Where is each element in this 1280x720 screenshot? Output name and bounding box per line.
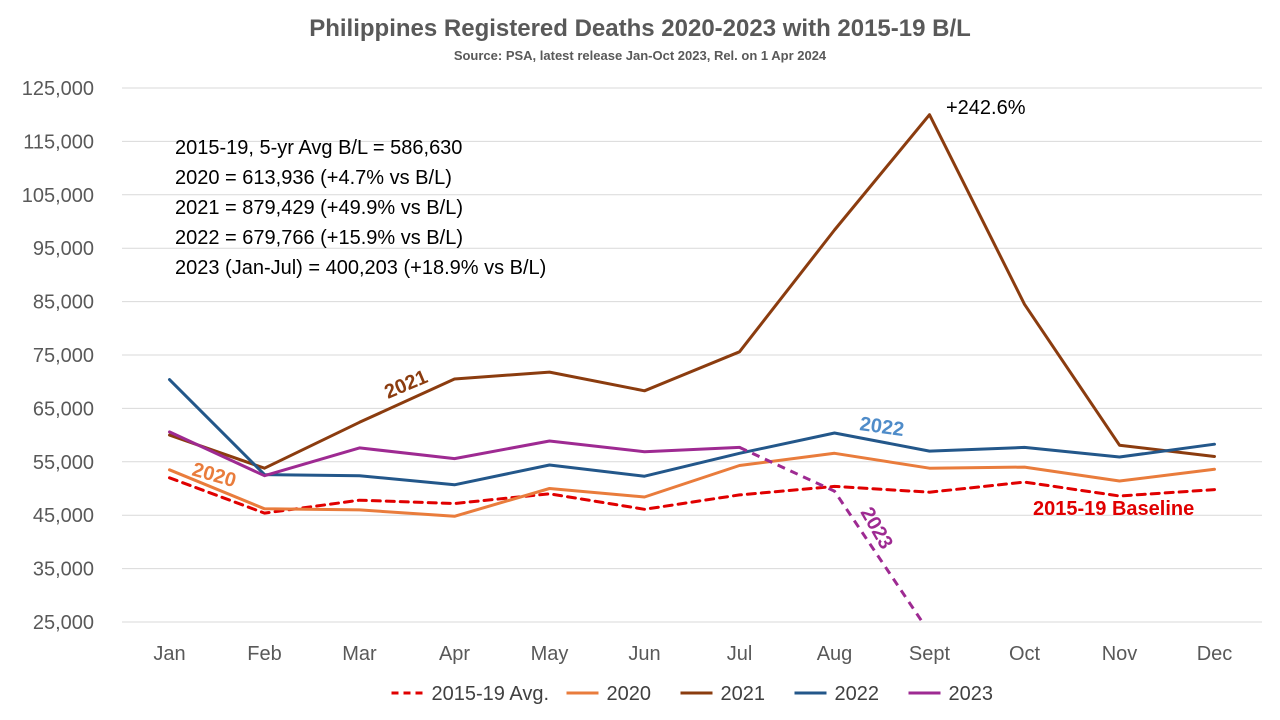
- stats-line-2: 2020 = 613,936 (+4.7% vs B/L): [175, 167, 452, 189]
- series-line-2023-dashed: [738, 446, 925, 622]
- peak-label: +242.6%: [946, 97, 1026, 119]
- x-tick-label: Apr: [439, 643, 470, 665]
- y-tick-label: 35,000: [33, 559, 94, 581]
- series-line-2015-19-avg: [168, 476, 1216, 515]
- stats-line-4: 2022 = 679,766 (+15.9% vs B/L): [175, 227, 463, 249]
- legend-entry: 2015-19 Avg.: [432, 683, 550, 705]
- baseline-label: 2015-19 Baseline: [1033, 498, 1194, 520]
- legend-entry: 2023: [949, 683, 994, 705]
- x-tick-label: Nov: [1102, 643, 1138, 665]
- series-line-2023: [168, 430, 741, 478]
- x-tick-label: Feb: [247, 643, 281, 665]
- x-tick-label: May: [531, 643, 569, 665]
- series-label-2023: 2023: [856, 504, 897, 554]
- y-tick-label: 105,000: [22, 185, 94, 207]
- chart-title: Philippines Registered Deaths 2020-2023 …: [309, 15, 971, 42]
- y-tick-label: 115,000: [23, 131, 94, 153]
- stats-line-5: 2023 (Jan-Jul) = 400,203 (+18.9% vs B/L): [175, 257, 546, 279]
- y-tick-label: 25,000: [33, 612, 94, 634]
- x-tick-label: Mar: [342, 643, 377, 665]
- x-tick-label: Jun: [628, 643, 660, 665]
- x-tick-label: Jan: [153, 643, 185, 665]
- legend-entry: 2022: [835, 683, 880, 705]
- series-line-2022: [168, 378, 1216, 487]
- x-tick-label: Aug: [817, 643, 853, 665]
- y-tick-label: 85,000: [33, 292, 94, 314]
- series-lines: [168, 113, 1216, 622]
- y-tick-label: 55,000: [33, 452, 94, 474]
- y-tick-label: 75,000: [33, 345, 94, 367]
- y-tick-label: 65,000: [33, 398, 94, 420]
- y-axis-tick-labels: 25,000 35,000 45,000 55,000 65,000 75,000 85,0…: [22, 78, 94, 634]
- legend-entry: 2021: [721, 683, 766, 705]
- legend-entry: 2020: [607, 683, 652, 705]
- series-label-2022: 2022: [858, 413, 905, 441]
- gridlines: [122, 87, 1262, 623]
- series-line-2021: [168, 113, 1216, 470]
- y-tick-label: 95,000: [33, 238, 94, 260]
- x-tick-label: Jul: [727, 643, 753, 665]
- y-tick-label: 125,000: [22, 78, 94, 100]
- series-line-2020: [168, 451, 1216, 518]
- y-tick-label: 45,000: [33, 505, 94, 527]
- x-tick-label: Oct: [1009, 643, 1041, 665]
- series-label-2021: 2021: [381, 366, 431, 404]
- x-tick-label: Dec: [1197, 643, 1233, 665]
- x-tick-label: Sept: [909, 643, 951, 665]
- stats-annotation: 2015-19, 5-yr Avg B/L = 586,630 2020 = 6…: [175, 137, 546, 279]
- chart-subtitle: Source: PSA, latest release Jan-Oct 2023…: [454, 48, 827, 63]
- legend: 2015-19 Avg. 2020 2021 2022 2023: [391, 683, 994, 705]
- x-axis-tick-labels: Jan Feb Mar Apr May Jun Jul Aug Sept Oct Nov Dec: [153, 643, 1232, 665]
- stats-line-3: 2021 = 879,429 (+49.9% vs B/L): [175, 197, 463, 219]
- stats-line-1: 2015-19, 5-yr Avg B/L = 586,630: [175, 137, 462, 159]
